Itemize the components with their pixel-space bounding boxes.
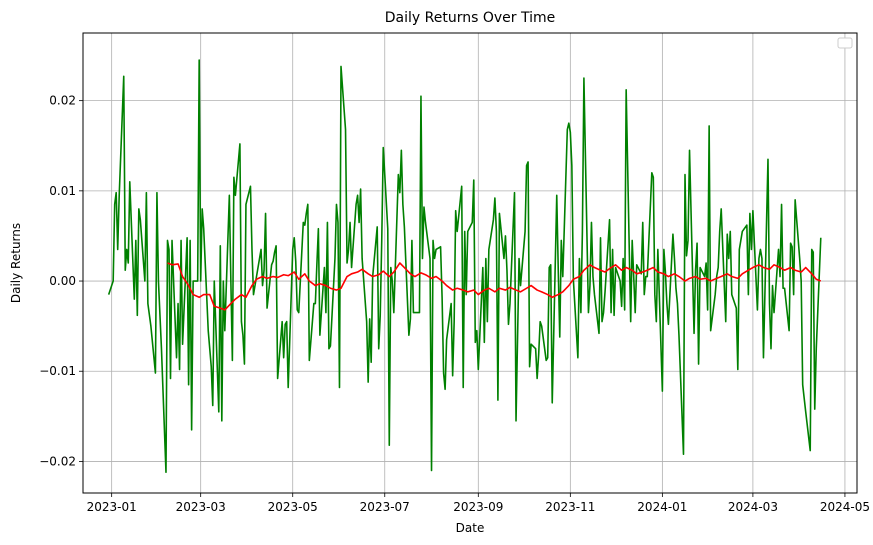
x-tick-label: 2023-05 <box>268 500 318 514</box>
x-tick-label: 2023-11 <box>545 500 595 514</box>
x-tick-label: 2023-07 <box>360 500 410 514</box>
series-group <box>107 59 822 474</box>
y-tick-label: 0.00 <box>49 274 76 288</box>
x-tick-label: 2024-01 <box>637 500 687 514</box>
plot-frame <box>82 32 858 494</box>
x-axis-label: Date <box>456 521 485 535</box>
y-tick-label: 0.02 <box>49 94 76 108</box>
series-line-1 <box>107 59 822 474</box>
x-tick-label: 2023-09 <box>453 500 503 514</box>
y-tick-label: 0.01 <box>49 184 76 198</box>
chart-title: Daily Returns Over Time <box>385 10 555 26</box>
y-axis-ticks: −0.02 −0.01 0.00 0.01 0.02 <box>39 94 83 468</box>
y-axis-label: Daily Returns <box>9 223 23 303</box>
x-tick-label: 2023-01 <box>87 500 137 514</box>
y-tick-label: −0.02 <box>39 454 76 468</box>
x-tick-label: 2024-05 <box>820 500 870 514</box>
legend-box <box>837 37 853 49</box>
x-tick-label: 2023-03 <box>176 500 226 514</box>
x-axis-ticks: 2023-01 2023-03 2023-05 2023-07 2023-09 2023-… <box>87 493 870 514</box>
y-tick-label: −0.01 <box>39 364 76 378</box>
x-tick-label: 2024-03 <box>728 500 778 514</box>
series-line-2 <box>167 262 822 311</box>
